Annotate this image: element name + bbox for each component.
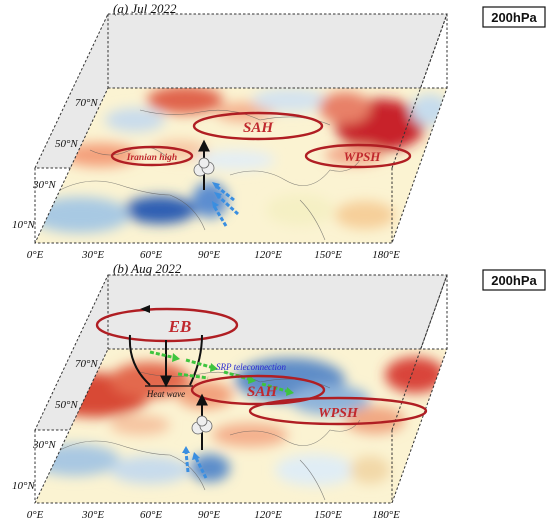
panel-b-cloud-icon — [191, 415, 213, 435]
panel-b-moisture-arrows — [184, 451, 208, 479]
panel-a-level-label: 200hPa — [491, 10, 537, 25]
panel-a-sah-label: SAH — [243, 120, 274, 136]
panel-b-box-edges — [34, 274, 448, 503]
panel-a-map-frame — [34, 87, 448, 244]
panel-b-heat-wave-label: Heat wave — [146, 389, 185, 399]
panel-a-moisture-arrows — [212, 184, 240, 227]
panel-b-sah-label: SAH — [247, 384, 278, 400]
panel-b: (b) Aug 2022 200hPa 70°N 50°N 30°N 10°N … — [12, 261, 546, 521]
panel-a-box-edges — [34, 13, 448, 243]
panel-b-lon-tick: 30°E — [81, 509, 104, 521]
panel-a-lon-tick: 150°E — [314, 249, 342, 261]
panel-a-wpsh-label: WPSH — [344, 149, 382, 164]
panel-a-level-box — [482, 6, 546, 28]
panel-b-lon-tick: 0°E — [27, 509, 44, 521]
panel-b-anomaly-map — [35, 349, 447, 503]
panel-b-lat-tick: 10°N — [12, 480, 35, 492]
panel-a-lon-tick: 30°E — [81, 249, 104, 261]
panel-b-eb-label: EB — [168, 317, 192, 336]
panel-a-lat-tick: 70°N — [75, 97, 98, 109]
panel-a-sah-ellipse — [192, 111, 324, 141]
panel-b-level-box — [482, 269, 546, 291]
panel-a-lat-tick: 10°N — [12, 219, 35, 231]
panel-b-lon-tick: 90°E — [198, 509, 220, 521]
panel-b-lon-tick: 150°E — [314, 509, 342, 521]
panel-a-lat-tick: 30°N — [32, 179, 56, 191]
panel-a: (a) Jul 2022 200hPa 70°N 50°N 30°N 10°N … — [12, 1, 546, 261]
panel-b-moisture-arrowheads — [182, 446, 200, 460]
panel-b-lat-tick: 70°N — [75, 358, 98, 370]
panel-b-map-frame — [34, 348, 448, 504]
panel-a-moisture-arrowheads — [212, 182, 222, 208]
panel-b-lon-tick: 180°E — [372, 509, 400, 521]
panel-a-anomaly-map — [35, 88, 447, 243]
panel-b-sah-ellipse — [190, 374, 326, 406]
panel-b-level-label: 200hPa — [491, 273, 537, 288]
panel-b-lon-tick: 60°E — [140, 509, 162, 521]
panel-b-eb-circulation-arrow — [140, 305, 150, 313]
panel-a-title: (a) Jul 2022 — [113, 1, 177, 16]
panel-b-srp-label: SRP teleconnection — [216, 362, 287, 372]
panel-a-iranian-high-label: Iranian high — [126, 153, 177, 163]
panel-b-lat-tick: 50°N — [55, 399, 78, 411]
panel-b-wpsh-ellipse — [248, 396, 428, 426]
panel-b-title: (b) Aug 2022 — [113, 261, 182, 276]
panel-a-lon-tick: 90°E — [198, 249, 220, 261]
panel-b-subsidence-arrows — [128, 334, 203, 388]
panel-a-lon-tick: 180°E — [372, 249, 400, 261]
panel-a-lon-tick: 0°E — [27, 249, 44, 261]
panel-a-lat-tick: 50°N — [55, 138, 78, 150]
panel-a-lon-tick: 60°E — [140, 249, 162, 261]
panel-a-wpsh-ellipse — [304, 143, 412, 169]
panel-b-lon-tick: 120°E — [254, 509, 282, 521]
panel-a-iranian-high-ellipse — [110, 145, 194, 167]
panel-a-lon-tick: 120°E — [254, 249, 282, 261]
panel-a-cloud-icon — [193, 157, 215, 177]
panel-b-lat-tick: 30°N — [32, 439, 56, 451]
panel-b-wpsh-label: WPSH — [318, 406, 359, 421]
